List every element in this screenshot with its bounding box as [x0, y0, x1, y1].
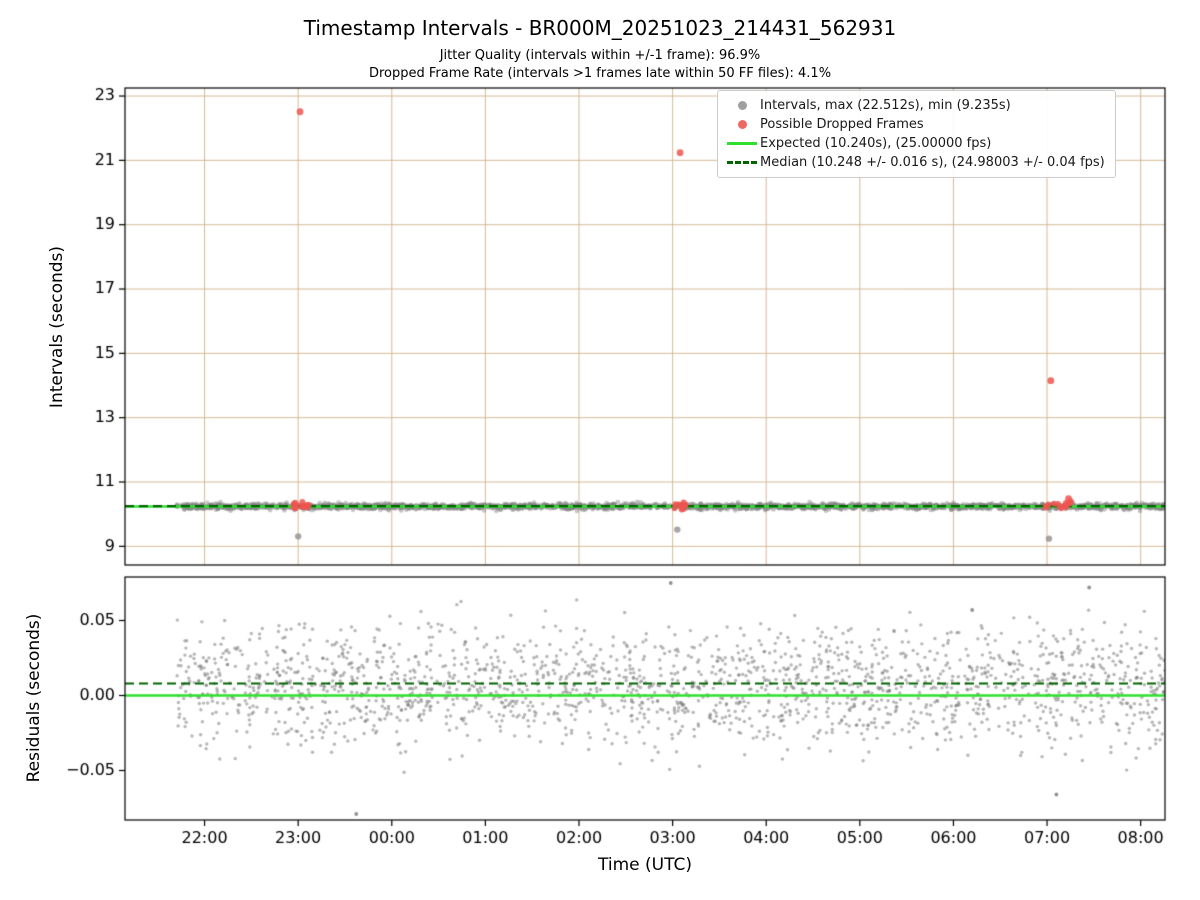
legend-item-expected: Expected (10.240s), (25.00000 fps)	[724, 136, 1105, 151]
subtitle-jitter-quality: Jitter Quality (intervals within +/-1 fr…	[439, 48, 761, 63]
y-axis-label-intervals: Intervals (seconds)	[47, 245, 67, 409]
expected-line-icon	[727, 142, 757, 145]
legend-marker-cell	[724, 142, 760, 145]
legend-label-expected: Expected (10.240s), (25.00000 fps)	[760, 136, 992, 151]
dropped-frames-dot-icon	[737, 120, 747, 129]
legend-marker-cell	[724, 161, 760, 164]
legend-item-intervals: Intervals, max (22.512s), min (9.235s)	[724, 98, 1105, 113]
x-axis-label-time-utc: Time (UTC)	[598, 855, 692, 875]
legend-label-intervals: Intervals, max (22.512s), min (9.235s)	[760, 98, 1011, 113]
legend-label-median: Median (10.248 +/- 0.016 s), (24.98003 +…	[760, 155, 1105, 170]
legend-label-dropped-frames: Possible Dropped Frames	[760, 117, 924, 132]
legend-item-dropped-frames: Possible Dropped Frames	[724, 117, 1105, 132]
intervals-dot-icon	[737, 101, 747, 110]
median-line-icon	[727, 161, 757, 164]
legend: Intervals, max (22.512s), min (9.235s) P…	[717, 90, 1116, 178]
y-axis-label-residuals: Residuals (seconds)	[24, 613, 44, 783]
subtitle-dropped-frame-rate: Dropped Frame Rate (intervals >1 frames …	[368, 66, 832, 81]
legend-marker-cell	[724, 120, 760, 129]
legend-item-median: Median (10.248 +/- 0.016 s), (24.98003 +…	[724, 155, 1105, 170]
legend-marker-cell	[724, 101, 760, 110]
chart-title: Timestamp Intervals - BR000M_20251023_21…	[303, 16, 897, 40]
